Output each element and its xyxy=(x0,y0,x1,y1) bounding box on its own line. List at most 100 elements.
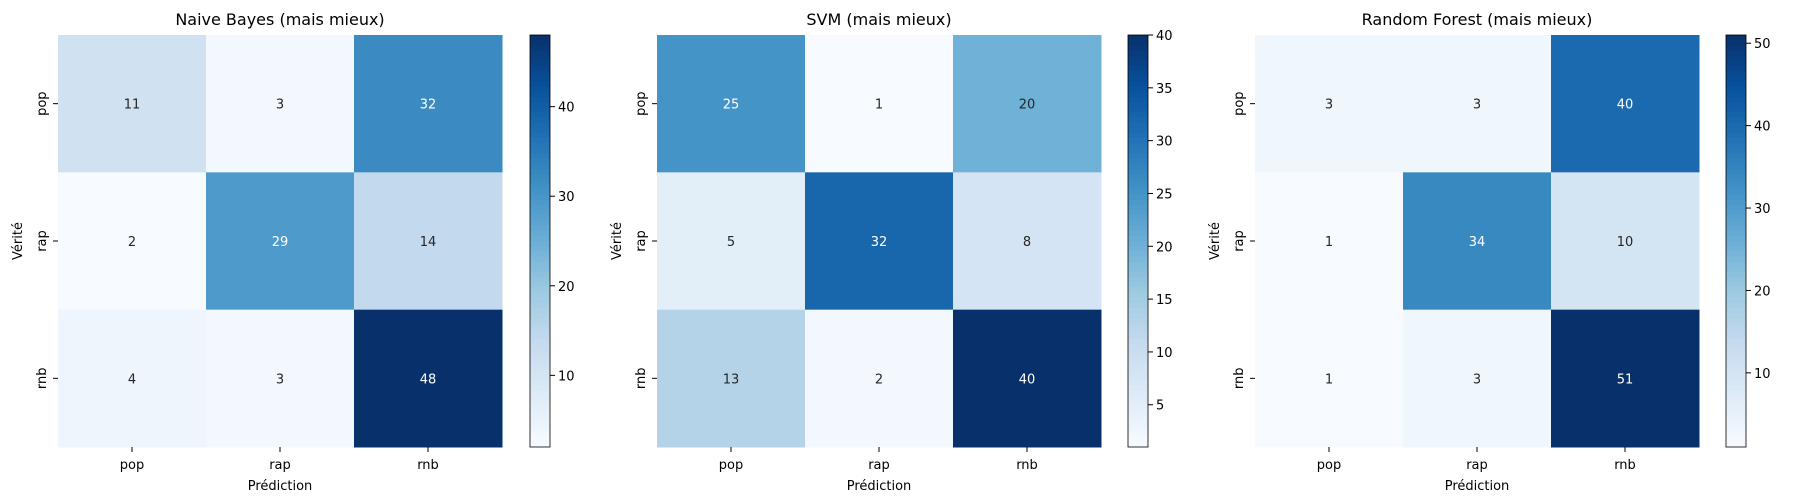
cell-value-label: 1 xyxy=(875,98,883,113)
colorbar-segment xyxy=(1128,395,1148,402)
cell-value-label: 11 xyxy=(124,98,141,113)
cell-value-label: 40 xyxy=(1617,98,1634,113)
colorbar-segment xyxy=(1726,318,1746,324)
colorbar-segment xyxy=(1726,426,1746,433)
cell-value-label: 3 xyxy=(276,372,284,387)
colorbar-segment xyxy=(1128,91,1148,98)
colorbar-segment xyxy=(530,349,550,355)
colorbar-segment xyxy=(1128,81,1148,88)
cell-value-label: 48 xyxy=(420,372,437,387)
colorbar-segment xyxy=(1128,204,1148,211)
colorbar-segment xyxy=(1726,307,1746,314)
colorbar-segment xyxy=(1726,410,1746,417)
colorbar-segment xyxy=(530,271,550,278)
cell-value-label: 3 xyxy=(1473,372,1481,387)
colorbar-segment xyxy=(1128,410,1148,417)
colorbar-segment xyxy=(1128,45,1148,52)
colorbar-segment xyxy=(1128,60,1148,67)
colorbar-segment xyxy=(1726,179,1746,185)
x-tick-label: pop xyxy=(719,458,743,473)
colorbar-segment xyxy=(1128,390,1148,397)
colorbar-tick-label: 40 xyxy=(558,101,575,116)
colorbar-tick-label: 20 xyxy=(558,280,575,295)
colorbar-segment xyxy=(530,91,550,98)
colorbar-segment xyxy=(1128,292,1148,299)
colorbar-segment xyxy=(1726,323,1746,330)
heatmap-cell xyxy=(657,35,806,173)
colorbar-tick-label: 20 xyxy=(1754,284,1771,299)
cell-value-label: 34 xyxy=(1469,235,1486,250)
colorbar-segment xyxy=(530,81,550,88)
colorbar-segment xyxy=(1128,138,1148,144)
colorbar-segment xyxy=(530,380,550,386)
colorbar-segment xyxy=(1128,117,1148,124)
colorbar-segment xyxy=(530,333,550,340)
colorbar-segment xyxy=(1726,390,1746,397)
cell-value-label: 40 xyxy=(1019,372,1036,387)
heatmap-cell xyxy=(354,172,503,311)
colorbar-segment xyxy=(1128,158,1148,165)
colorbar-segment xyxy=(530,313,550,319)
colorbar-segment xyxy=(1726,400,1746,407)
cell-value-label: 25 xyxy=(723,98,740,113)
colorbar-segment xyxy=(530,421,550,427)
colorbar-segment xyxy=(530,199,550,206)
colorbar-segment xyxy=(530,256,550,263)
colorbar-segment xyxy=(1726,256,1746,263)
colorbar-segment xyxy=(1128,369,1148,376)
y-axis-label: Vérité xyxy=(11,222,26,260)
colorbar-segment xyxy=(1128,65,1148,72)
heatmap-cell xyxy=(1403,35,1552,173)
colorbar-segment xyxy=(1128,354,1148,361)
colorbar-segment xyxy=(1726,45,1746,52)
colorbar-segment xyxy=(1128,436,1148,443)
cell-value-label: 32 xyxy=(871,235,888,250)
colorbar-segment xyxy=(530,143,550,149)
colorbar-tick-label: 30 xyxy=(558,190,575,205)
colorbar-segment xyxy=(1128,107,1148,113)
colorbar-segment xyxy=(1128,251,1148,258)
colorbar-tick-label: 10 xyxy=(558,369,575,384)
colorbar-segment xyxy=(1726,163,1746,170)
colorbar-segment xyxy=(1726,138,1746,144)
colorbar-segment xyxy=(1128,400,1148,407)
colorbar-segment xyxy=(1128,220,1148,227)
heatmap-cell xyxy=(657,309,806,448)
colorbar-segment xyxy=(1726,395,1746,402)
colorbar-segment xyxy=(1726,235,1746,242)
colorbar-segment xyxy=(1128,266,1148,273)
colorbar-segment xyxy=(530,117,550,124)
colorbar-segment xyxy=(1726,277,1746,283)
colorbar-segment xyxy=(1726,421,1746,427)
colorbar-segment xyxy=(1726,96,1746,103)
x-tick-label: rap xyxy=(269,458,291,473)
heatmap-cell xyxy=(953,35,1102,173)
colorbar-segment xyxy=(1726,117,1746,124)
heatmap-cell xyxy=(805,309,954,448)
colorbar-segment xyxy=(1128,307,1148,314)
x-tick-label: rap xyxy=(868,458,890,473)
colorbar-segment xyxy=(1128,179,1148,185)
cell-value-label: 32 xyxy=(420,98,437,113)
colorbar-segment xyxy=(530,158,550,165)
colorbar-segment xyxy=(530,71,550,77)
colorbar-segment xyxy=(530,302,550,309)
colorbar-segment xyxy=(530,338,550,345)
colorbar-segment xyxy=(1726,112,1746,118)
colorbar-segment xyxy=(1726,282,1746,288)
colorbar-segment xyxy=(530,251,550,258)
colorbar-segment xyxy=(1128,127,1148,134)
x-tick-label: rnb xyxy=(1016,458,1038,473)
colorbar-segment xyxy=(530,318,550,324)
colorbar-segment xyxy=(1128,431,1148,438)
colorbar-tick-label: 5 xyxy=(1156,399,1164,414)
colorbar-segment xyxy=(530,96,550,103)
colorbar-segment xyxy=(1128,313,1148,319)
colorbar-segment xyxy=(1128,323,1148,330)
colorbar-segment xyxy=(1128,287,1148,294)
colorbar-segment xyxy=(1726,81,1746,88)
colorbar-segment xyxy=(1726,246,1746,252)
colorbar-segment xyxy=(530,390,550,397)
colorbar-segment xyxy=(1726,230,1746,237)
cell-value-label: 3 xyxy=(1473,98,1481,113)
